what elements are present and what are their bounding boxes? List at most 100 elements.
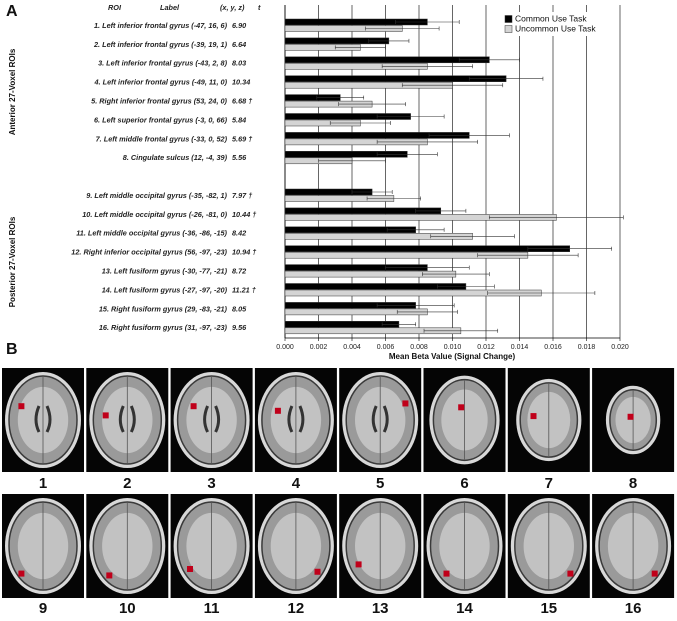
roi-marker bbox=[530, 413, 537, 420]
t-value: 9.56 bbox=[232, 323, 247, 332]
bar bbox=[284, 245, 570, 252]
ventricle bbox=[287, 405, 305, 433]
roi-marker bbox=[274, 407, 281, 414]
error-bar bbox=[428, 133, 510, 138]
legend-label: Uncommon Use Task bbox=[515, 23, 596, 33]
x-tick-label: 0.014 bbox=[511, 344, 529, 351]
t-value: 8.72 bbox=[232, 267, 246, 276]
roi-marker bbox=[106, 572, 113, 579]
x-tick-label: 0.020 bbox=[611, 344, 629, 351]
legend-swatch bbox=[504, 25, 513, 33]
roi-marker bbox=[18, 403, 25, 410]
error-bar bbox=[376, 114, 445, 119]
roi-label: 7. Left middle frontal gyrus (-33, 0, 52… bbox=[96, 134, 228, 143]
roi-marker bbox=[18, 570, 25, 577]
roi-label: 14. Left fusiform gyrus (-27, -97, -20) bbox=[102, 285, 228, 294]
x-tick-label: 0.004 bbox=[343, 344, 361, 351]
group-label: Posterior 27-Voxel ROIs bbox=[8, 216, 17, 307]
column-header: Label bbox=[160, 3, 180, 12]
ventricle bbox=[118, 405, 136, 433]
slice-number: 3 bbox=[207, 475, 215, 492]
t-value: 5.84 bbox=[232, 115, 246, 124]
slice-number: 16 bbox=[625, 600, 642, 617]
error-bar bbox=[458, 57, 520, 62]
t-value: 7.97 † bbox=[232, 191, 252, 200]
bar bbox=[284, 321, 400, 328]
slice-number: 12 bbox=[288, 600, 305, 617]
roi-marker bbox=[651, 570, 658, 577]
x-axis-label: Mean Beta Value (Signal Change) bbox=[389, 352, 516, 361]
roi-label: 2. Left inferior frontal gyrus (-39, 19,… bbox=[93, 40, 228, 49]
roi-marker bbox=[627, 413, 634, 420]
error-bar bbox=[376, 139, 478, 144]
bar bbox=[284, 56, 490, 64]
panel-label: B bbox=[6, 341, 18, 358]
slice-number: 15 bbox=[540, 600, 557, 617]
t-value: 6.64 bbox=[232, 40, 246, 49]
x-tick-label: 0.018 bbox=[578, 344, 596, 351]
roi-marker bbox=[458, 404, 465, 411]
slice-number: 1 bbox=[39, 475, 47, 492]
roi-label: 4. Left inferior frontal gyrus (-49, 11,… bbox=[94, 78, 228, 87]
error-bar bbox=[365, 26, 440, 31]
error-bar bbox=[376, 152, 438, 157]
slice-number: 13 bbox=[372, 600, 389, 617]
error-bar bbox=[477, 253, 579, 258]
error-bar bbox=[423, 328, 499, 333]
roi-marker bbox=[102, 412, 109, 419]
error-bar bbox=[316, 95, 365, 100]
error-bar bbox=[415, 208, 467, 213]
error-bar bbox=[318, 158, 386, 163]
x-tick-label: 0.012 bbox=[477, 344, 495, 351]
legend-box bbox=[501, 12, 619, 36]
x-tick-label: 0.006 bbox=[377, 344, 395, 351]
roi-label: 10. Left middle occipital gyrus (-26, -8… bbox=[82, 210, 227, 219]
column-header: ROI bbox=[108, 3, 122, 12]
roi-marker bbox=[402, 400, 409, 407]
error-bar bbox=[368, 38, 410, 43]
slice-number: 4 bbox=[292, 475, 301, 492]
roi-marker bbox=[190, 403, 197, 410]
ventricle bbox=[34, 405, 52, 433]
roi-marker bbox=[443, 570, 450, 577]
roi-label: 11. Left middle occipital gyrus (-36, -8… bbox=[76, 229, 227, 238]
roi-label: 5. Right inferior frontal gyrus (53, 24,… bbox=[91, 97, 227, 106]
roi-label: 15. Right fusiform gyrus (29, -83, -21) bbox=[99, 304, 228, 313]
x-tick-label: 0.008 bbox=[410, 344, 428, 351]
error-bar bbox=[376, 303, 455, 308]
t-value: 10.44 † bbox=[232, 210, 256, 219]
roi-label: 9. Left middle occipital gyrus (-35, -82… bbox=[86, 191, 227, 200]
roi-label: 13. Left fusiform gyrus (-30, -77, -21) bbox=[102, 267, 228, 276]
t-value: 10.94 † bbox=[232, 248, 256, 257]
error-bar bbox=[437, 284, 495, 289]
slice-number: 5 bbox=[376, 475, 384, 492]
slice-number: 8 bbox=[629, 475, 637, 492]
roi-label: 16. Right fusiform gyrus (31, -97, -23) bbox=[99, 323, 228, 332]
roi-marker bbox=[314, 568, 321, 575]
error-bar bbox=[487, 291, 596, 295]
error-bar bbox=[329, 121, 391, 125]
t-value: 10.34 bbox=[232, 78, 250, 87]
slice-number: 2 bbox=[123, 475, 131, 492]
error-bar bbox=[334, 45, 386, 50]
slice-number: 11 bbox=[204, 600, 220, 617]
t-value: 6.90 bbox=[232, 21, 246, 30]
roi-label: 8. Cingulate sulcus (12, -4, 39) bbox=[123, 153, 228, 162]
t-value: 8.03 bbox=[232, 59, 246, 68]
x-tick-label: 0.002 bbox=[310, 344, 328, 351]
slice-number: 7 bbox=[545, 475, 553, 492]
error-bar bbox=[401, 83, 504, 88]
error-bar bbox=[385, 265, 470, 270]
roi-marker bbox=[567, 570, 574, 577]
slice-number: 9 bbox=[39, 600, 47, 617]
roi-label: 12. Right inferior occipital gyrus (56, … bbox=[71, 248, 227, 257]
ventricle bbox=[371, 405, 389, 433]
slice-number: 10 bbox=[119, 600, 136, 617]
t-value: 8.42 bbox=[232, 229, 246, 238]
error-bar bbox=[422, 272, 490, 277]
error-bar bbox=[381, 64, 473, 69]
error-bar bbox=[351, 190, 393, 194]
t-value: 5.56 bbox=[232, 153, 247, 162]
column-header: (x, y, z) bbox=[220, 3, 245, 12]
